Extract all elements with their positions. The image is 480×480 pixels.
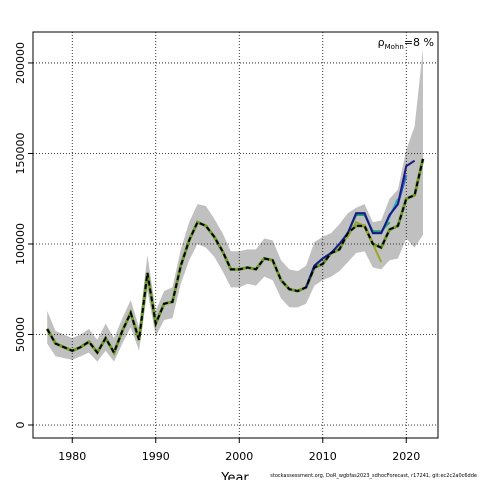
y-tick-label: 150000 [14, 132, 27, 174]
x-tick-label: 2000 [225, 450, 253, 463]
x-tick-label: 1990 [142, 450, 170, 463]
y-tick-label: 50000 [14, 317, 27, 352]
x-tick-label: 2010 [309, 450, 337, 463]
y-tick-label: 0 [14, 422, 27, 429]
plot-frame [32, 31, 439, 439]
x-tick-label: 2020 [392, 450, 420, 463]
x-tick-label: 1980 [58, 450, 86, 463]
retro-line [305, 159, 416, 288]
plot-layer [33, 32, 438, 438]
y-tick-label: 100000 [14, 223, 27, 265]
rho-subscript: Mohn [385, 43, 404, 51]
base-line-dashed [46, 158, 424, 355]
x-axis-label: Year [220, 471, 249, 480]
rho: ρ [378, 36, 385, 49]
rho-value: =8 % [404, 36, 434, 49]
confidence-band [47, 48, 423, 362]
y-tick-label: 200000 [14, 42, 27, 84]
footer: stockassessment.org, DoR_wgbfas2023_sdho… [270, 473, 477, 479]
mohn-annotation: ρMohn=8 % [378, 36, 434, 51]
